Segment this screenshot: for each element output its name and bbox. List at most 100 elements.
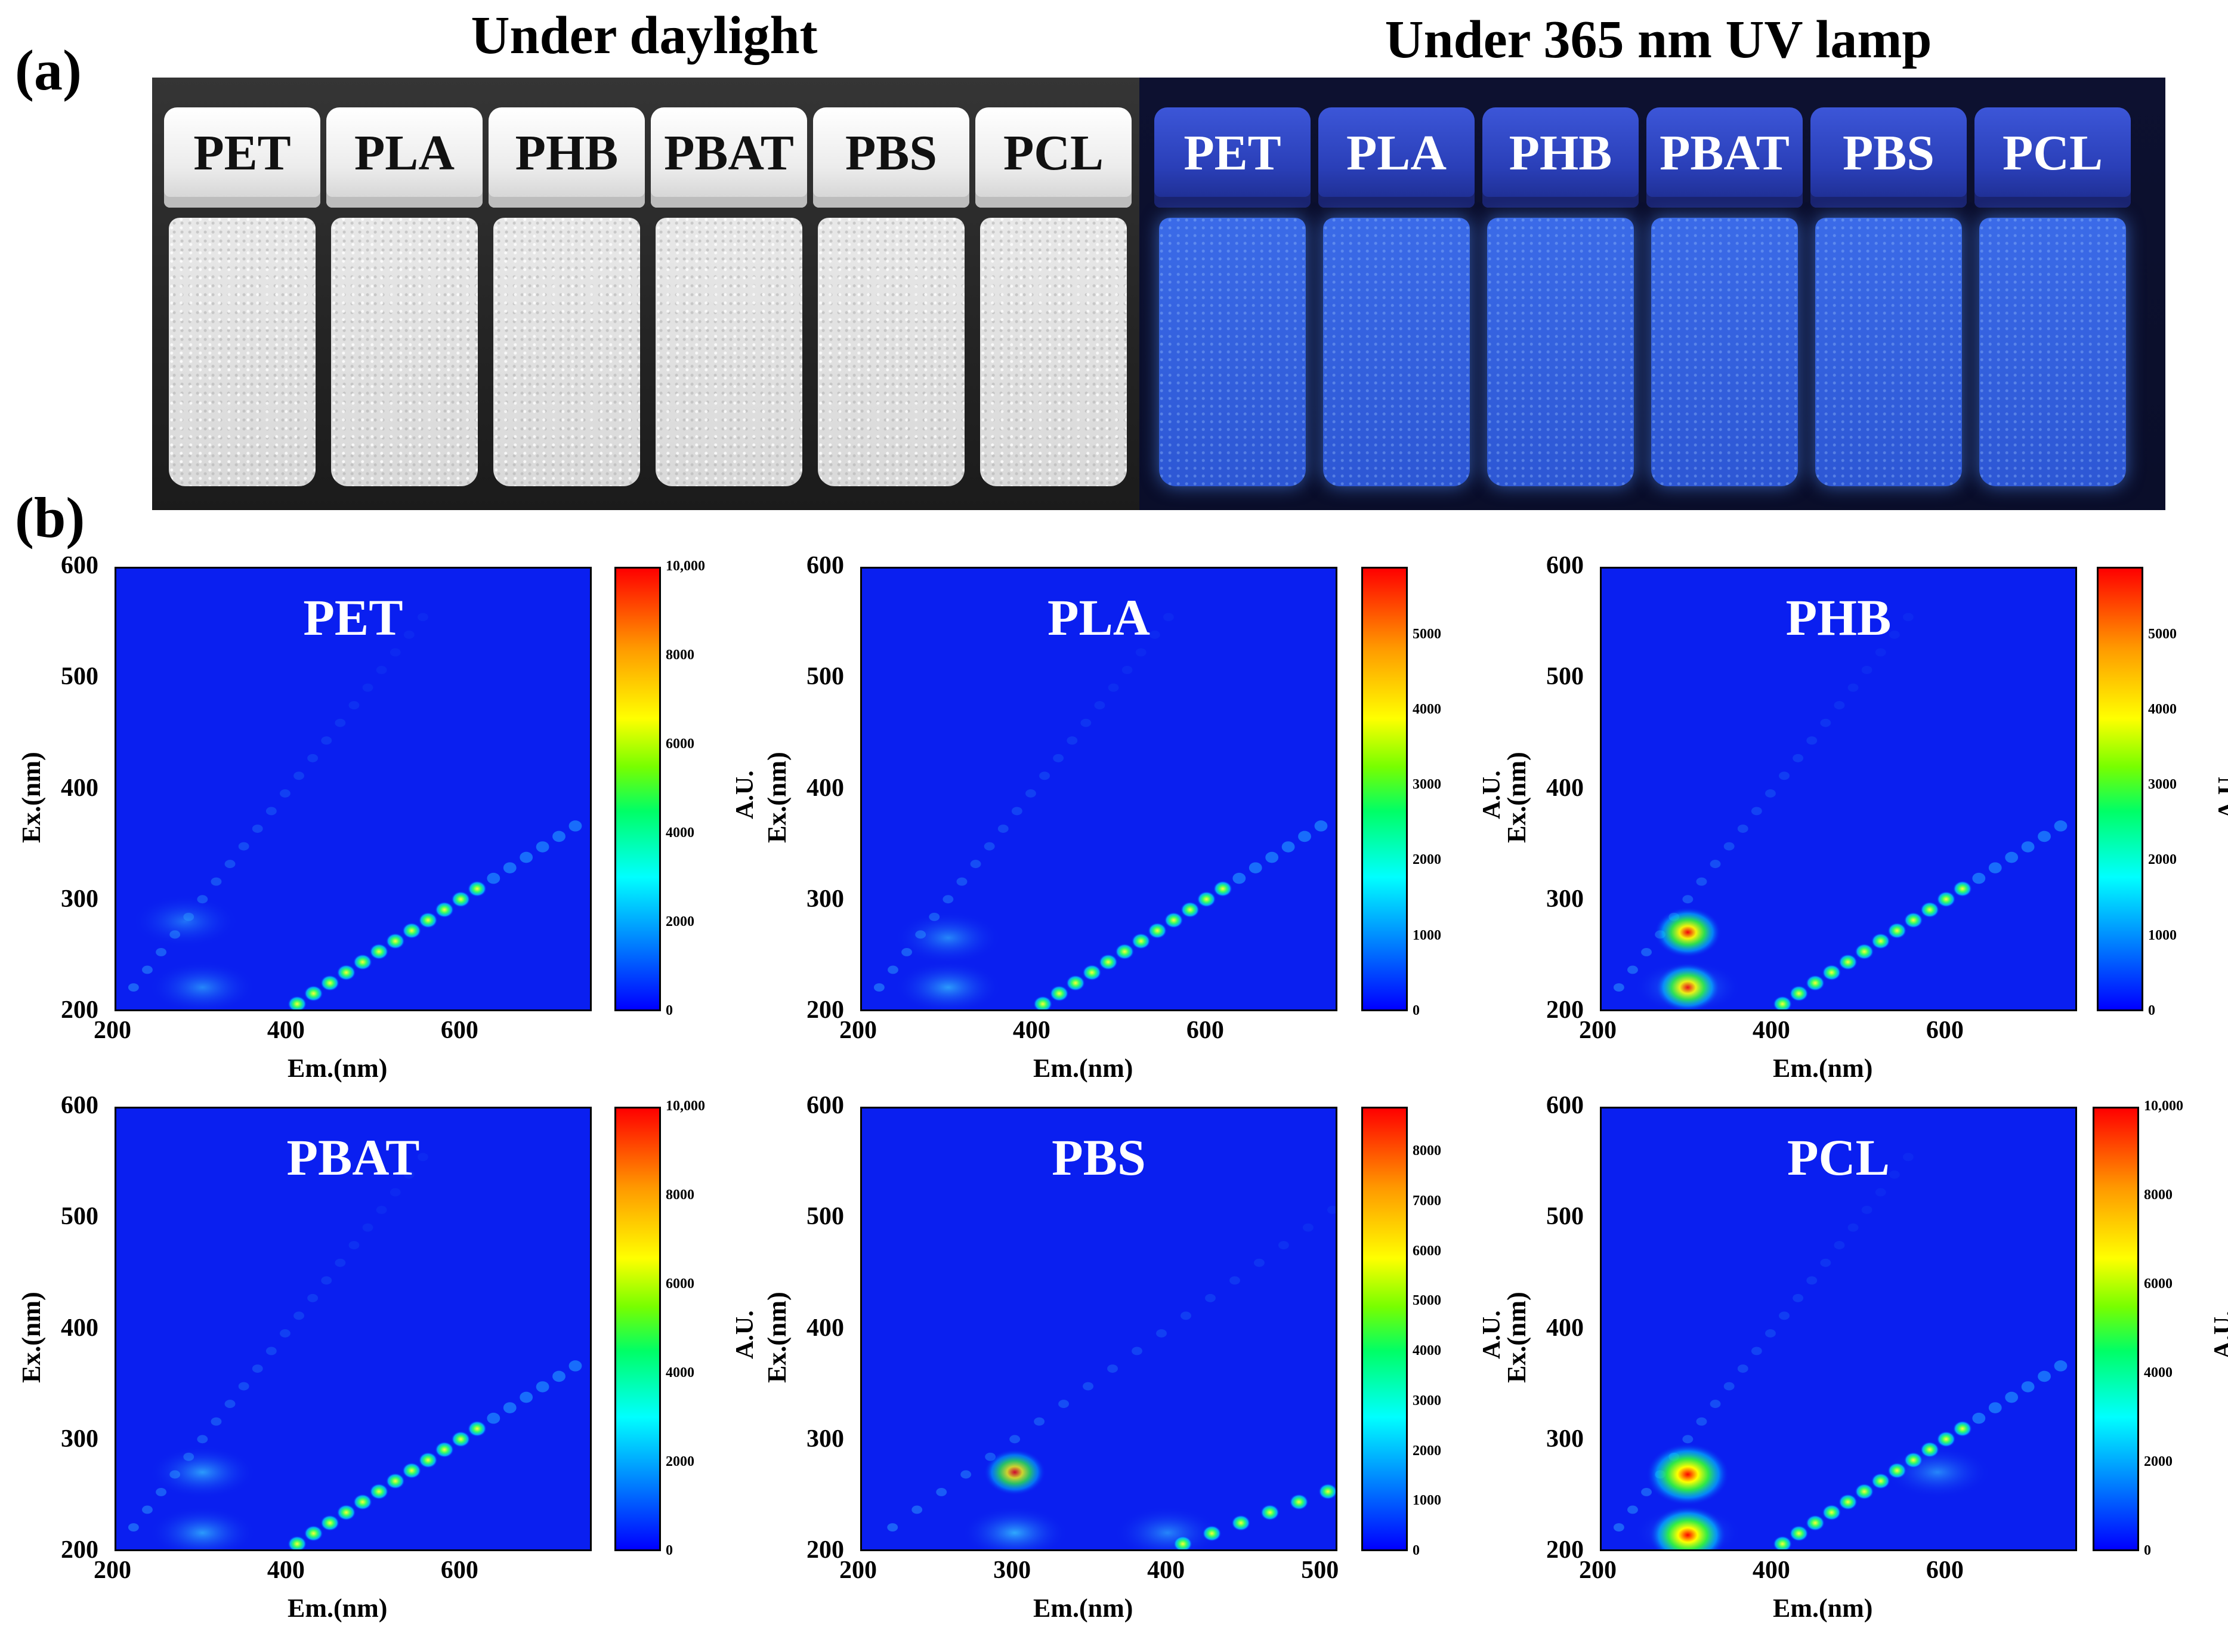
rayleigh-2nd-dot (353, 1494, 372, 1511)
rayleigh-1st-dot (183, 1452, 194, 1461)
colorbar-unit-label: A.U. (2210, 1310, 2228, 1359)
colorbar-tick-label: 0 (666, 1543, 673, 1558)
eem-heatmap (128, 613, 582, 1009)
rayleigh-1st-dot (1723, 842, 1735, 851)
vial-label: PET (193, 125, 291, 181)
rayleigh-1st-dot (335, 718, 346, 727)
rayleigh-2nd-dot (2038, 1370, 2051, 1382)
rayleigh-2nd-dot (1213, 881, 1232, 897)
rayleigh-1st-dot (224, 860, 236, 869)
rayleigh-1st-dot (1254, 1258, 1265, 1267)
eem-heatmap (1613, 1153, 2068, 1549)
rayleigh-2nd-dot (1197, 891, 1216, 907)
rayleigh-1st-dot (1009, 1435, 1021, 1444)
x-tick-label: 400 (267, 1017, 305, 1044)
rayleigh-2nd-dot (1887, 922, 1907, 939)
rayleigh-1st-dot (224, 1400, 236, 1409)
rayleigh-1st-dot (1613, 1523, 1624, 1531)
rayleigh-2nd-dot (2054, 1360, 2068, 1372)
rayleigh-1st-dot (293, 771, 304, 780)
rayleigh-1st-dot (1682, 1435, 1694, 1444)
rayleigh-2nd-dot (1887, 1462, 1907, 1479)
rayleigh-2nd-dot (1988, 1402, 2002, 1413)
rayleigh-1st-dot (1834, 701, 1845, 710)
rayleigh-2nd-dot (1232, 872, 1246, 884)
y-tick-label: 200 (1546, 996, 1584, 1024)
vial-cap: PBAT (651, 107, 807, 208)
rayleigh-1st-dot (280, 1329, 291, 1338)
rayleigh-1st-dot (1903, 613, 1914, 622)
rayleigh-1st-dot (1034, 1417, 1045, 1426)
panel-a-letter: (a) (15, 38, 82, 102)
rayleigh-1st-dot (1889, 630, 1900, 639)
rayleigh-1st-dot (335, 1258, 346, 1267)
colorbar (1361, 1107, 1408, 1551)
rayleigh-2nd-dot (487, 872, 500, 884)
rayleigh-2nd-dot (336, 1504, 356, 1521)
rayleigh-2nd-dot (468, 881, 487, 897)
daylight-vial: PBAT (651, 107, 807, 489)
vial-label: PET (1183, 125, 1281, 181)
rayleigh-1st-dot (348, 1241, 360, 1250)
scatter-glow (149, 1446, 256, 1499)
colorbar-tick-label: 6000 (2144, 1276, 2173, 1292)
rayleigh-2nd-dot (1773, 1536, 1793, 1549)
y-axis-label: Ex.(nm) (762, 1291, 792, 1383)
uv-vial: PBS (1810, 107, 1967, 489)
rayleigh-2nd-dot (1289, 1494, 1309, 1511)
rayleigh-1st-dot (1108, 683, 1119, 692)
y-tick-label: 400 (61, 1314, 98, 1342)
x-axis-label: Em.(nm) (1033, 1594, 1133, 1623)
rayleigh-2nd-dot (1115, 943, 1135, 960)
x-tick-label: 200 (839, 1557, 877, 1584)
rayleigh-1st-dot (1696, 1417, 1707, 1426)
vial-body (818, 218, 965, 486)
rayleigh-1st-dot (984, 842, 995, 851)
rayleigh-2nd-dot (1173, 1536, 1192, 1549)
rayleigh-2nd-dot (1871, 932, 1890, 949)
rayleigh-2nd-dot (552, 830, 566, 842)
vial-label: PHB (1509, 125, 1612, 181)
rayleigh-1st-dot (1682, 895, 1694, 904)
colorbar-tick-label: 2000 (666, 1454, 694, 1469)
x-tick-label: 200 (1579, 1017, 1617, 1044)
colorbar-tick-label: 4000 (666, 825, 694, 841)
rayleigh-1st-dot (1053, 754, 1064, 762)
x-tick-label: 600 (1186, 1017, 1224, 1044)
y-tick-label: 200 (1546, 1536, 1584, 1564)
colorbar-unit-label: A.U. (2214, 770, 2228, 819)
colorbar-tick-label: 10,000 (666, 558, 705, 574)
rayleigh-2nd-dot (503, 1402, 517, 1413)
y-tick-label: 300 (806, 1425, 844, 1453)
rayleigh-1st-dot (418, 613, 428, 622)
heading-daylight: Under daylight (471, 6, 818, 65)
vial-body (656, 218, 802, 486)
rayleigh-1st-dot (1861, 666, 1872, 674)
rayleigh-2nd-dot (1181, 901, 1200, 918)
colorbar-tick-label: 1000 (1413, 1493, 1441, 1509)
rayleigh-2nd-dot (1855, 943, 1874, 960)
rayleigh-1st-dot (888, 965, 898, 974)
colorbar-tick-label: 3000 (2148, 777, 2177, 793)
rayleigh-1st-dot (1083, 1382, 1094, 1391)
rayleigh-2nd-dot (2005, 1391, 2019, 1403)
rayleigh-2nd-dot (468, 1421, 487, 1437)
rayleigh-1st-dot (1847, 683, 1859, 692)
rayleigh-2nd-dot (1936, 891, 1956, 907)
rayleigh-1st-dot (1229, 1276, 1240, 1285)
rayleigh-1st-dot (1278, 1241, 1289, 1250)
y-tick-label: 400 (1546, 1314, 1584, 1342)
colorbar-unit-label: A.U. (731, 770, 759, 819)
colorbar-tick-label: 5000 (2148, 626, 2177, 642)
rayleigh-1st-dot (1107, 1364, 1118, 1373)
rayleigh-1st-dot (1765, 1329, 1776, 1338)
rayleigh-2nd-dot (1249, 862, 1262, 873)
daylight-vial: PBS (813, 107, 969, 489)
rayleigh-2nd-dot (2021, 1381, 2035, 1392)
rayleigh-2nd-dot (1049, 985, 1069, 1002)
rayleigh-1st-dot (403, 1170, 415, 1179)
rayleigh-1st-dot (1163, 613, 1174, 622)
rayleigh-2nd-dot (336, 964, 356, 981)
rayleigh-2nd-dot (536, 1381, 549, 1392)
y-tick-label: 600 (61, 1092, 98, 1119)
